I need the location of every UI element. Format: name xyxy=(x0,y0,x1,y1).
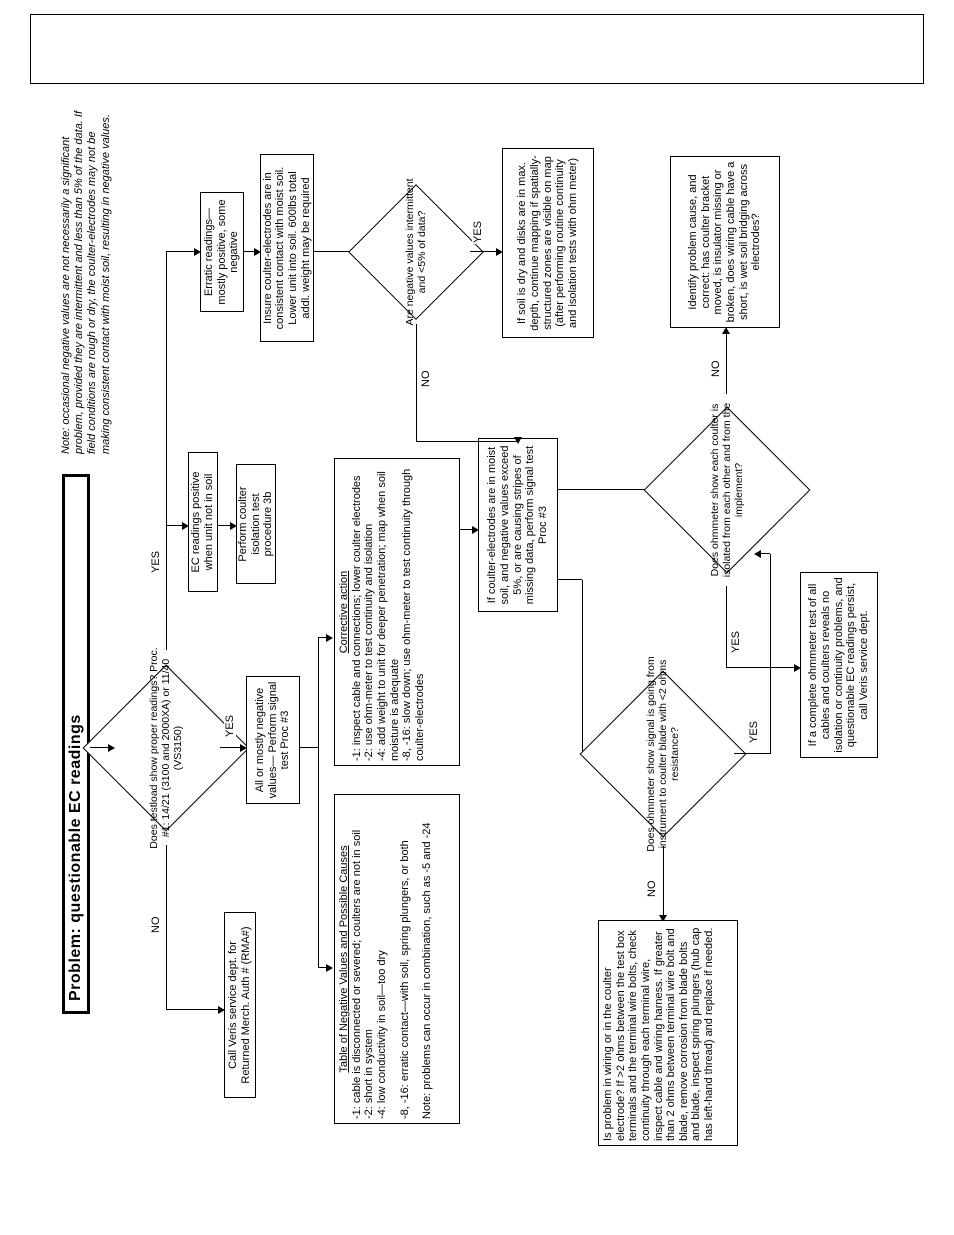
label-no-2: NO xyxy=(420,370,432,389)
box-call-veris: Call Veris service dept. for Returned Me… xyxy=(224,912,256,1098)
table-actions: Corrective action -1: inspect cable and … xyxy=(334,458,460,766)
note-top: Note: occasional negative values are not… xyxy=(60,104,113,454)
box-insure-contact: Insure coulter-electrodes are in consist… xyxy=(260,154,314,342)
table-causes-4: -4: low conductivity in soil—too dry xyxy=(376,799,389,1119)
decision-testload-label: Does testload show proper readings? Proc… xyxy=(148,638,184,858)
box-if-complete-ohm: If a complete ohmmeter test of all cable… xyxy=(800,572,878,758)
table-action-8: -8, -16: slow down; use ohm-meter to tes… xyxy=(401,463,426,761)
box-identify-cause: Identify problem cause, and correct: has… xyxy=(670,156,780,328)
decision-negatives-label: Are negative values intermittent and <5%… xyxy=(404,172,428,332)
box-all-negative: All or mostly negative values— Perform s… xyxy=(246,676,300,804)
label-yes-4: YES xyxy=(748,720,760,744)
page: Note: occasional negative values are not… xyxy=(0,0,954,1235)
box-ec-positive: EC readings positive when unit not in so… xyxy=(188,452,218,592)
table-causes-2: -2: short in system xyxy=(363,799,376,1119)
label-yes-5: YES xyxy=(730,630,742,654)
decision-ohm-signal: Does ohmmeter show signal is going from … xyxy=(588,648,738,860)
header-band xyxy=(30,14,924,84)
decision-ohm-isolated: Does ohmmeter show each coulter is isola… xyxy=(652,382,802,598)
box-if-moist: If coulter-electrodes are in moist soil,… xyxy=(478,438,558,612)
label-no-3: NO xyxy=(646,880,658,899)
box-is-problem-wiring: Is problem in wiring or in the coulter e… xyxy=(598,920,738,1146)
box-isolation-test: Perform coulter isolation test procedure… xyxy=(236,464,276,584)
decision-testload: Does testload show proper readings? Proc… xyxy=(106,638,226,858)
table-action-1: -1: inspect cable and connections; lower… xyxy=(351,463,364,761)
table-action-4: -4: add weight to unit for deeper penetr… xyxy=(376,463,401,761)
box-if-dry: If soil is dry and disks are in max. dep… xyxy=(502,148,594,338)
table-causes-1: -1: cable is disconnected or severed; co… xyxy=(351,799,364,1119)
title-text: Problem: questionable EC readings xyxy=(67,714,85,1001)
table-actions-header: Corrective action xyxy=(338,571,350,654)
box-erratic-readings: Erratic readings— mostly positive, some … xyxy=(200,192,244,312)
label-no-1: NO xyxy=(150,916,162,935)
flowchart-canvas: Note: occasional negative values are not… xyxy=(58,100,918,1220)
decision-ohm-isolated-label: Does ohmmeter show each coulter is isola… xyxy=(709,382,745,598)
table-causes-note: Note: problems can occur in combination,… xyxy=(421,799,434,1119)
label-yes-2: YES xyxy=(224,714,236,738)
label-yes-3: YES xyxy=(472,220,484,244)
decision-negatives-intermittent: Are negative values intermittent and <5%… xyxy=(356,172,476,332)
decision-ohm-signal-label: Does ohmmeter show signal is going from … xyxy=(645,648,681,860)
label-yes-1: YES xyxy=(150,550,162,574)
table-causes-header: Table of Negative Values and Possible Ca… xyxy=(338,845,350,1072)
table-action-2: -2: use ohm-meter to test continuity and… xyxy=(363,463,376,761)
table-causes-8: -8, -16: erratic contact—with soil, spri… xyxy=(399,799,412,1119)
label-no-4: NO xyxy=(710,360,722,379)
table-causes: Table of Negative Values and Possible Ca… xyxy=(334,794,460,1124)
